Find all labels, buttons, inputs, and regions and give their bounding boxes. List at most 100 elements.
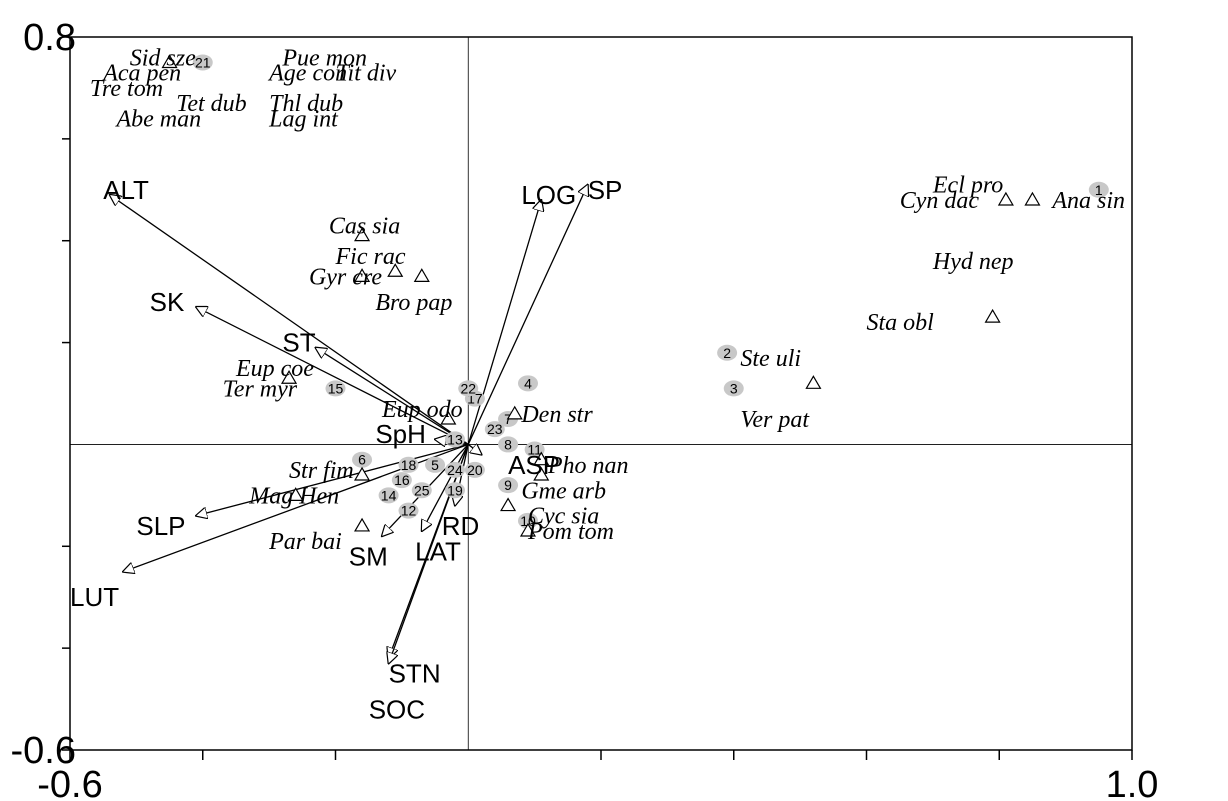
species-label: Lag int [268, 106, 339, 132]
env-vector-label: RD [442, 511, 480, 541]
site-marker [717, 344, 738, 361]
site-number: 20 [467, 462, 483, 478]
site-marker [391, 472, 412, 489]
species-label: Par bai [268, 529, 342, 555]
env-vector-label: SLP [136, 511, 185, 541]
env-vector-arrow [196, 443, 469, 515]
species-marker [805, 375, 822, 389]
env-vector-arrow [196, 307, 469, 446]
env-vector-arrow [467, 185, 587, 445]
species-label: Age con [267, 61, 347, 87]
species-label: Pho nan [547, 453, 629, 479]
env-vector-label: ASP [508, 450, 560, 480]
site-marker [484, 421, 505, 438]
species-label: Hyd nep [932, 249, 1014, 275]
site-number: 23 [487, 421, 503, 437]
env-vector-label: SM [349, 541, 388, 571]
species-label: Pue mon [281, 45, 367, 71]
env-vector-label: STN [389, 659, 441, 689]
species-marker [1024, 191, 1041, 206]
species-markers [161, 54, 1041, 537]
species-marker [984, 308, 1001, 323]
site-marker [325, 380, 346, 397]
site-number: 15 [328, 380, 344, 396]
plot-frame: -0.6 1.0 0.8 -0.6 [11, 17, 1159, 801]
site-number: 11 [527, 442, 542, 458]
species-marker [519, 522, 537, 537]
species-label: Tre tom [90, 76, 163, 102]
species-marker [354, 268, 371, 282]
species-marker [280, 370, 298, 384]
env-vector-arrow [422, 444, 469, 531]
site-number: 9 [504, 477, 512, 493]
site-marker [192, 54, 213, 71]
env-vector-label: SpH [375, 419, 426, 449]
species-marker [533, 451, 550, 466]
species-label: Tit div [336, 61, 397, 87]
species-marker [354, 517, 371, 532]
species-marker [506, 405, 523, 420]
species-label: Cas sia [329, 213, 400, 239]
species-label: Eup coe [235, 356, 314, 382]
env-vector-label: LUT [70, 582, 119, 612]
x-tick-label: -0.6 [37, 764, 102, 801]
site-marker [444, 431, 465, 448]
site-number: 24 [447, 462, 463, 478]
env-vector-arrow [110, 195, 469, 445]
env-vector-label: SOC [369, 694, 425, 724]
site-marker [378, 487, 399, 504]
species-marker [161, 54, 178, 69]
species-label: Thl dub [269, 91, 343, 117]
site-marker [352, 451, 373, 468]
site-number: 13 [447, 431, 463, 447]
site-marker [517, 512, 538, 529]
species-label: Ana sin [1050, 188, 1125, 214]
species-label: Cyc sia [528, 504, 599, 530]
env-vector-arrow [389, 444, 469, 663]
site-number: 12 [401, 503, 417, 519]
species-label: Pom tom [527, 519, 614, 545]
species-label: Cyn dac [900, 188, 980, 214]
species-label: Tet dub [176, 91, 246, 117]
env-vector-arrow [316, 348, 469, 445]
env-vector-label: SK [150, 287, 185, 317]
species-label: Abe man [114, 106, 201, 132]
site-number: 16 [394, 472, 410, 488]
species-label: Ste uli [740, 346, 801, 372]
species-label: Sid sze [130, 45, 196, 71]
env-vector-arrow [467, 444, 481, 454]
x-tick-label: 1.0 [1106, 764, 1159, 801]
species-marker [500, 497, 517, 512]
species-label: Bro pap [375, 290, 452, 316]
env-vector-label: LAT [415, 536, 461, 566]
site-number: 6 [358, 452, 366, 468]
site-marker [444, 482, 465, 499]
site-number: 22 [460, 380, 476, 396]
site-number: 4 [524, 375, 532, 391]
site-marker [425, 456, 446, 473]
species-label: Sta obl [867, 310, 935, 336]
species-marker [997, 191, 1014, 206]
site-marker [498, 436, 519, 453]
species-label: Ver pat [740, 407, 810, 433]
species-label: Fic rac [335, 244, 406, 270]
site-marker [411, 482, 432, 499]
species-marker [354, 466, 371, 481]
species-label: Ter myr [223, 376, 298, 402]
site-number: 3 [730, 380, 738, 396]
env-vector-label: ALT [103, 175, 149, 205]
species-marker [533, 466, 550, 481]
species-marker [287, 487, 304, 501]
site-marker [1088, 181, 1109, 198]
site-number: 1 [1095, 182, 1103, 198]
site-number: 18 [401, 457, 417, 473]
site-number: 21 [195, 54, 211, 70]
site-marker [723, 380, 744, 397]
site-number: 25 [414, 482, 430, 498]
site-number: 19 [447, 482, 463, 498]
species-label: Str fim [289, 458, 354, 484]
site-marker [458, 380, 479, 397]
species-label: Den str [520, 402, 593, 428]
